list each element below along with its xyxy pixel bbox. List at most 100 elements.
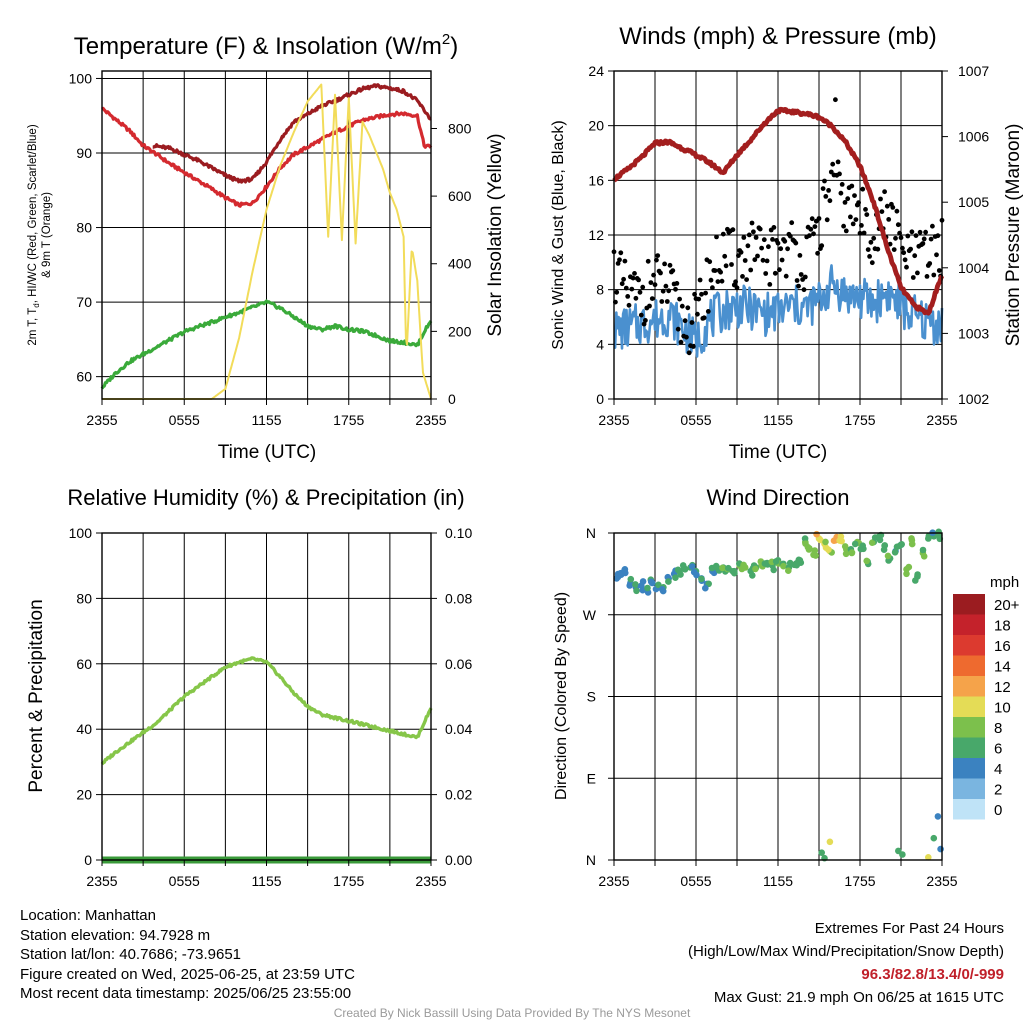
legend-label: 6 — [994, 741, 1002, 758]
gust-point — [783, 273, 789, 279]
direction-point — [647, 578, 655, 586]
rh-ytick-right-label: 0.04 — [445, 721, 472, 737]
gust-point — [923, 229, 928, 235]
gust-point — [652, 282, 658, 288]
gust-point — [913, 233, 919, 239]
gust-point — [839, 182, 845, 187]
direction-point — [795, 556, 803, 564]
gust-point — [651, 272, 656, 278]
dir-ytick-label: N — [586, 525, 596, 541]
speed-legend: 20+ 18 16 14 12 10 8 6 4 2 0 — [953, 594, 1020, 820]
gust-point — [658, 270, 663, 276]
extremes-legend: (High/Low/Max Wind/Precipitation/Snow De… — [688, 943, 1004, 960]
legend-label: 14 — [994, 659, 1011, 676]
wind-ytick-left-label: 4 — [596, 336, 604, 352]
gust-point — [679, 303, 685, 309]
wind-ytick-left-label: 12 — [588, 227, 604, 243]
wind-ytick-right-label: 1003 — [958, 325, 989, 341]
gust-point — [741, 235, 747, 240]
legend-swatch — [953, 676, 985, 697]
direction-point — [801, 535, 809, 542]
gust-point — [767, 282, 773, 287]
gust-point — [859, 223, 864, 228]
direction-point — [770, 566, 777, 574]
temp-ytick-left-label: 70 — [76, 294, 92, 310]
station-location: Location: Manhattan — [20, 907, 156, 924]
gust-point — [748, 267, 754, 273]
direction-point — [841, 543, 849, 550]
gust-point — [699, 291, 704, 297]
gust-point — [830, 161, 836, 167]
gust-point — [857, 230, 863, 236]
dir-ytick-label: S — [587, 689, 596, 705]
rh-ytick-right-label: 0.10 — [445, 525, 472, 541]
direction-point — [698, 575, 705, 583]
legend-swatch — [953, 635, 985, 656]
gust-point — [808, 226, 814, 232]
gust-point — [675, 326, 681, 332]
winds-title: Winds (mph) & Pressure (mb) — [619, 23, 936, 50]
gust-point — [909, 229, 915, 235]
gust-point — [837, 171, 842, 177]
gust-point — [649, 296, 655, 301]
gust-point — [894, 208, 900, 214]
direction-point — [822, 538, 829, 546]
gust-point — [736, 253, 741, 258]
gust-point — [912, 253, 918, 259]
legend-swatch — [953, 655, 985, 676]
direction-point — [626, 582, 633, 589]
gust-point — [673, 286, 678, 292]
gust-point — [812, 224, 818, 230]
rh-series-humidity — [100, 656, 433, 766]
gust-point — [617, 257, 622, 263]
speed-legend-title: mph — [990, 574, 1019, 591]
wind-ytick-left-label: 8 — [596, 282, 604, 298]
gust-point — [697, 277, 703, 283]
gust-point — [787, 233, 793, 239]
gust-point — [664, 299, 670, 304]
direction-point — [644, 584, 651, 592]
direction-point — [627, 575, 635, 583]
gust-point — [734, 285, 740, 291]
gust-point — [763, 271, 769, 276]
gust-point — [897, 230, 902, 236]
direction-point — [749, 572, 756, 579]
legend-label: 8 — [994, 720, 1002, 737]
direction-point — [740, 562, 747, 569]
gust-point — [745, 243, 751, 249]
gust-point — [641, 321, 647, 327]
wind-xtick-label: 0555 — [680, 412, 711, 428]
gust-point — [722, 253, 728, 259]
legend-swatch — [953, 737, 985, 758]
wind-xtick-label: 2355 — [926, 412, 957, 428]
gust-point — [636, 277, 641, 283]
gust-point — [893, 235, 898, 241]
legend-label: 20+ — [994, 597, 1020, 614]
gust-point — [935, 233, 941, 239]
direction-point — [836, 537, 843, 544]
direction-point — [693, 571, 700, 579]
legend-label: 18 — [994, 618, 1011, 635]
wind-ytick-right-label: 1007 — [958, 63, 989, 79]
direction-point — [884, 552, 892, 560]
winds-panel: Winds (mph) & Pressure (mb) 0 4 8 12 16 20 24 1… — [550, 23, 1024, 463]
gust-point — [927, 261, 933, 266]
gust-point — [886, 217, 892, 222]
gust-point — [766, 244, 771, 250]
gust-point — [910, 275, 916, 280]
humidity-plot-area: 0 0.00 20 0.02 40 0.04 60 0.06 80 0.08 100 0.10 2355… — [69, 525, 473, 889]
gust-point — [701, 315, 707, 321]
wind-ytick-right-label: 1004 — [958, 260, 989, 276]
dir-xtick-label: 0555 — [680, 873, 711, 889]
gust-point — [689, 320, 695, 325]
wind-ytick-right-label: 1005 — [958, 194, 989, 210]
gust-point — [614, 289, 620, 295]
temp-ytick-left-label: 100 — [69, 70, 93, 86]
gust-point — [816, 216, 822, 221]
gust-point — [848, 214, 853, 220]
rh-ytick-left-label: 20 — [76, 787, 92, 803]
direction-point — [655, 581, 662, 589]
direction-point — [925, 854, 932, 861]
